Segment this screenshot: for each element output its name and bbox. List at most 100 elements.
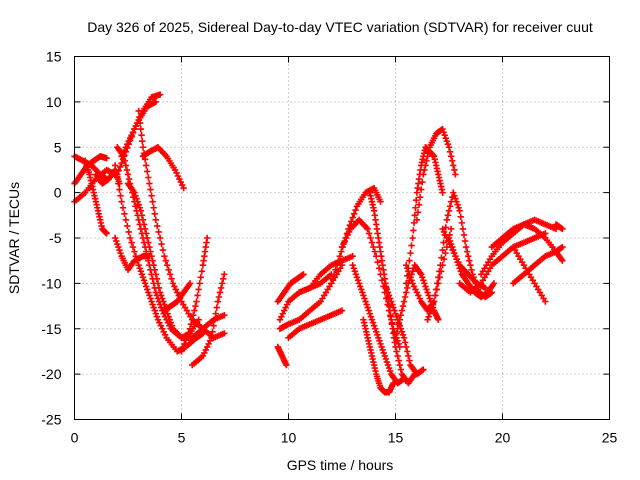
data-point (370, 322, 378, 329)
y-tick-label: 15 (46, 49, 62, 65)
data-point (453, 198, 460, 205)
data-point (467, 262, 474, 269)
data-point (159, 246, 167, 254)
data-point (214, 298, 222, 305)
data-point (283, 361, 290, 369)
data-point (445, 207, 453, 214)
data-point (370, 243, 377, 251)
data-point (393, 313, 400, 320)
data-point (392, 334, 399, 342)
data-point (404, 284, 411, 292)
data-point (210, 322, 217, 329)
series-arc-29 (392, 262, 442, 342)
data-point (364, 304, 371, 311)
data-point (146, 243, 153, 251)
data-point (116, 186, 123, 193)
series-arc-12 (139, 144, 187, 192)
data-point (133, 195, 140, 202)
data-point (367, 234, 374, 242)
data-point (397, 311, 405, 319)
data-point (153, 275, 161, 283)
data-point (468, 266, 475, 273)
data-point (150, 262, 157, 269)
data-point (103, 230, 110, 237)
data-point (122, 216, 130, 224)
data-point (111, 162, 119, 169)
data-point (156, 91, 164, 98)
data-point (145, 174, 152, 181)
data-point (423, 157, 430, 165)
data-point (446, 148, 454, 155)
series-arc-23 (328, 184, 384, 287)
y-axis-label: SDTVAR / TECUs (6, 182, 22, 294)
data-point (161, 252, 168, 260)
data-point (144, 234, 151, 242)
y-tick-label: 5 (54, 139, 62, 155)
data-point (438, 254, 445, 261)
data-point (121, 210, 128, 217)
data-point (350, 210, 358, 217)
data-point (152, 216, 160, 224)
data-point (394, 325, 401, 332)
data-point (368, 239, 376, 246)
data-point (194, 292, 201, 299)
data-point (466, 257, 473, 264)
data-point (457, 213, 464, 221)
data-point (439, 125, 446, 133)
data-point (195, 286, 202, 293)
data-point (192, 302, 199, 310)
data-point (411, 212, 418, 219)
data-point (158, 240, 165, 248)
data-point (395, 321, 402, 328)
y-tick-label: -5 (49, 230, 62, 246)
data-point (425, 292, 432, 299)
data-point (120, 153, 127, 160)
data-point (559, 225, 566, 233)
series-arc-04 (82, 157, 110, 237)
series-arc-39 (510, 243, 566, 287)
data-point (407, 274, 414, 281)
data-point (362, 298, 369, 305)
data-point (154, 280, 162, 287)
data-point (404, 265, 411, 272)
data-point (157, 292, 165, 299)
data-point (186, 325, 194, 332)
data-point (181, 340, 188, 348)
data-point (215, 293, 223, 301)
data-point (462, 243, 470, 251)
data-point (389, 301, 396, 308)
data-point (365, 230, 373, 237)
data-point (406, 257, 413, 264)
data-point (408, 277, 415, 284)
data-point (395, 340, 402, 348)
data-point (447, 153, 455, 160)
series-arc-26 (360, 316, 397, 396)
data-point (146, 292, 153, 299)
data-point (447, 198, 455, 205)
data-point (168, 275, 175, 283)
data-point (124, 171, 132, 178)
data-point (136, 265, 143, 272)
data-point (369, 319, 377, 326)
data-point (221, 271, 228, 278)
data-point (461, 237, 469, 245)
data-point (428, 304, 436, 311)
data-point (376, 337, 383, 345)
data-point (426, 295, 433, 302)
data-point (421, 166, 428, 174)
data-point (463, 248, 471, 255)
data-point (449, 157, 456, 165)
data-point (128, 239, 135, 246)
axis-layer: 0 5 10 15 20 25 -25 -20 -15 -10 -5 0 5 10 15 (41, 49, 617, 446)
data-point (374, 331, 381, 338)
data-point (187, 321, 195, 328)
data-point (328, 280, 335, 287)
data-point (422, 162, 429, 169)
data-point (426, 310, 433, 317)
series-arc-40 (510, 243, 549, 305)
data-point (396, 361, 403, 369)
data-point (190, 311, 197, 319)
data-point (135, 201, 142, 208)
data-point (161, 301, 168, 308)
